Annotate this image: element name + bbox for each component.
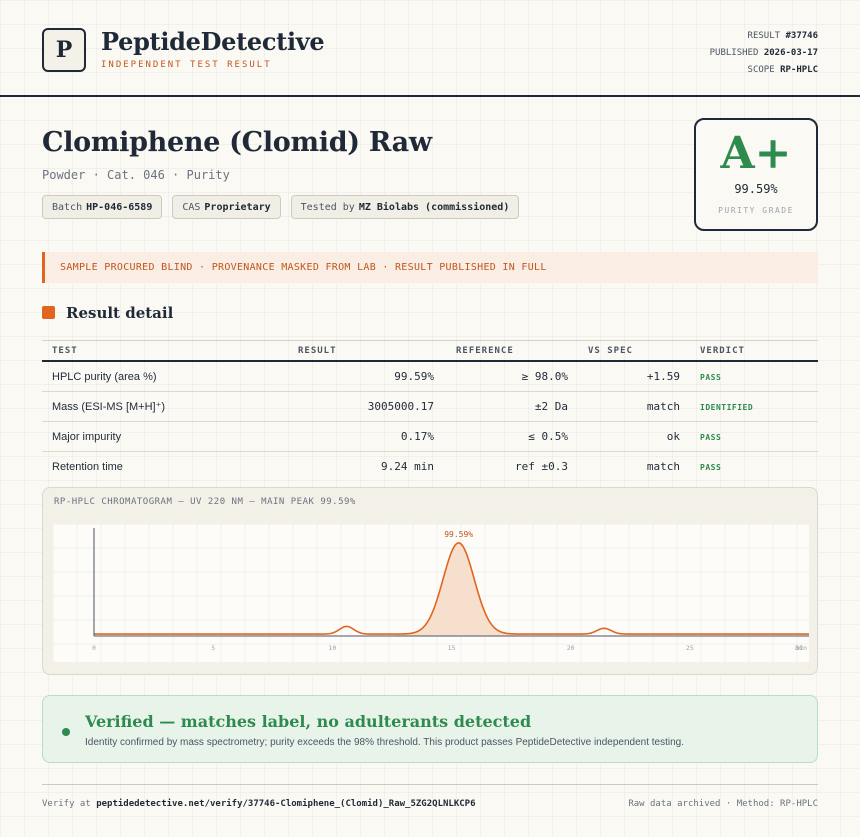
chip-label: Batch [52, 201, 83, 213]
header: P PeptideDetective INDEPENDENT TEST RESU… [0, 0, 860, 97]
product-chips: Batch HP-046-6589 CAS Proprietary Tested b… [42, 195, 520, 219]
purity-grade-card: A+ 99.59% PURITY GRADE [694, 118, 818, 231]
verdict-badge: PASS [700, 432, 722, 442]
x-tick-label: 15 [448, 644, 456, 652]
product-title: Clomiphene (Clomid) Raw [42, 127, 432, 158]
meta-result-label: RESULT [747, 31, 781, 41]
table-row: Major impurity 0.17% ≤ 0.5% ok PASS [42, 421, 818, 452]
verified-text: Identity confirmed by mass spectrometry;… [85, 737, 685, 748]
cell-reference: ref ±0.3 [515, 460, 568, 473]
chart-grid [52, 523, 809, 662]
cell-vs-spec: match [646, 460, 680, 473]
cell-reference: ≤ 0.5% [434, 421, 568, 452]
grade-label: PURITY GRADE [718, 206, 794, 215]
meta-scope-label: SCOPE [747, 65, 775, 75]
table-header-row: TEST RESULT REFERENCE VS SPEC VERDICT [42, 340, 818, 362]
cell-result: 3005000.17 [242, 391, 434, 422]
header-verdict: VERDICT [680, 340, 818, 362]
x-tick-label: 0 [92, 644, 96, 652]
verify-prefix: Verify at [42, 799, 91, 809]
meta-result: RESULT #37746 [710, 28, 818, 45]
cell-reference: ±2 Da [434, 391, 568, 422]
section-title: Result detail [66, 304, 174, 322]
header-vs-spec: VS SPEC [568, 340, 680, 362]
chromatogram-panel: RP-HPLC CHROMATOGRAM — UV 220 NM — MAIN … [42, 487, 818, 675]
cell-vs-spec: match [568, 391, 680, 422]
tested-by-chip: Tested by MZ Biolabs (commissioned) [290, 195, 520, 219]
peak-fill [396, 542, 521, 636]
x-tick-label: 25 [686, 644, 694, 652]
section-square-icon [42, 306, 55, 319]
chip-value: Proprietary [204, 201, 271, 213]
header-test: TEST [42, 340, 242, 362]
chromatogram-line [94, 542, 809, 635]
cell-vs-spec: ok [568, 421, 680, 452]
x-tick-label: 30 [795, 644, 803, 652]
x-unit-label: min [795, 644, 807, 652]
table-row: HPLC purity (area %) 99.59% ≥ 98.0% +1.5… [42, 361, 818, 392]
provenance-banner: SAMPLE PROCURED BLIND · PROVENANCE MASKE… [42, 252, 818, 283]
meta-published-date: 2026-03-17 [763, 48, 818, 58]
verdict-badge: IDENTIFIED [700, 402, 754, 412]
cell-test: Mass (ESI-MS [M+H]⁺) [42, 391, 242, 422]
brand-tagline: INDEPENDENT TEST RESULT [101, 60, 272, 70]
table-row: Retention time 9.24 min ref ±0.3 match P… [42, 452, 818, 482]
cell-test: HPLC purity (area %) [42, 361, 242, 392]
cell-result: 9.24 min [381, 460, 434, 473]
results-table: TEST RESULT REFERENCE VS SPEC VERDICT HP… [42, 340, 818, 481]
verify-link[interactable]: peptidedetective.net/verify/37746-Clomip… [96, 799, 476, 809]
footer: Verify at peptidedetective.net/verify/37… [42, 784, 818, 809]
cell-test: Retention time [52, 460, 123, 473]
cell-reference: ≥ 98.0% [434, 361, 568, 392]
verified-dot-icon [62, 728, 70, 736]
header-reference: REFERENCE [434, 340, 568, 362]
cas-chip: CAS Proprietary [172, 195, 281, 219]
footer-method: Raw data archived · Method: RP-HPLC [628, 799, 818, 809]
x-tick-label: 10 [328, 644, 336, 652]
cell-vs-spec: +1.59 [568, 361, 680, 392]
verified-panel: Verified — matches label, no adulterants… [42, 695, 818, 763]
chip-label: CAS [182, 201, 201, 213]
chromatogram-label: RP-HPLC CHROMATOGRAM — UV 220 NM — MAIN … [54, 497, 356, 507]
chromatogram-plot-area: 0 5 10 15 20 25 30 min 99.59% [52, 523, 809, 662]
verify-line: Verify at peptidedetective.net/verify/37… [42, 799, 476, 809]
result-meta: RESULT #37746 PUBLISHED 2026-03-17 SCOPE… [710, 28, 818, 79]
verdict-badge: PASS [700, 462, 722, 472]
meta-published-label: PUBLISHED [709, 48, 759, 58]
brand-name[interactable]: PeptideDetective [101, 27, 325, 56]
verified-title: Verified — matches label, no adulterants… [85, 712, 532, 731]
meta-scope: SCOPE RP-HPLC [710, 62, 818, 79]
x-tick-label: 5 [211, 644, 215, 652]
chip-value: HP-046-6589 [86, 201, 153, 213]
x-tick-label: 20 [567, 644, 575, 652]
cell-result: 0.17% [242, 421, 434, 452]
chip-label: Tested by [300, 201, 355, 213]
cell-result: 99.59% [242, 361, 434, 392]
meta-scope-value: RP-HPLC [780, 65, 818, 75]
grade-value: 99.59% [734, 182, 778, 196]
meta-result-id: #37746 [785, 31, 818, 41]
cell-test: Major impurity [42, 421, 242, 452]
batch-chip: Batch HP-046-6589 [42, 195, 163, 219]
verdict-badge: PASS [700, 372, 722, 382]
peak-label: 99.59% [444, 530, 473, 539]
grade-letter: A+ [720, 128, 792, 179]
chip-value: MZ Biolabs (commissioned) [358, 201, 510, 213]
product-subtitle: Powder · Cat. 046 · Purity [42, 168, 230, 182]
logo[interactable]: P [42, 28, 86, 72]
meta-published: PUBLISHED 2026-03-17 [710, 45, 818, 62]
header-result: RESULT [242, 340, 434, 362]
table-row: Mass (ESI-MS [M+H]⁺) 3005000.17 ±2 Da ma… [42, 391, 818, 422]
